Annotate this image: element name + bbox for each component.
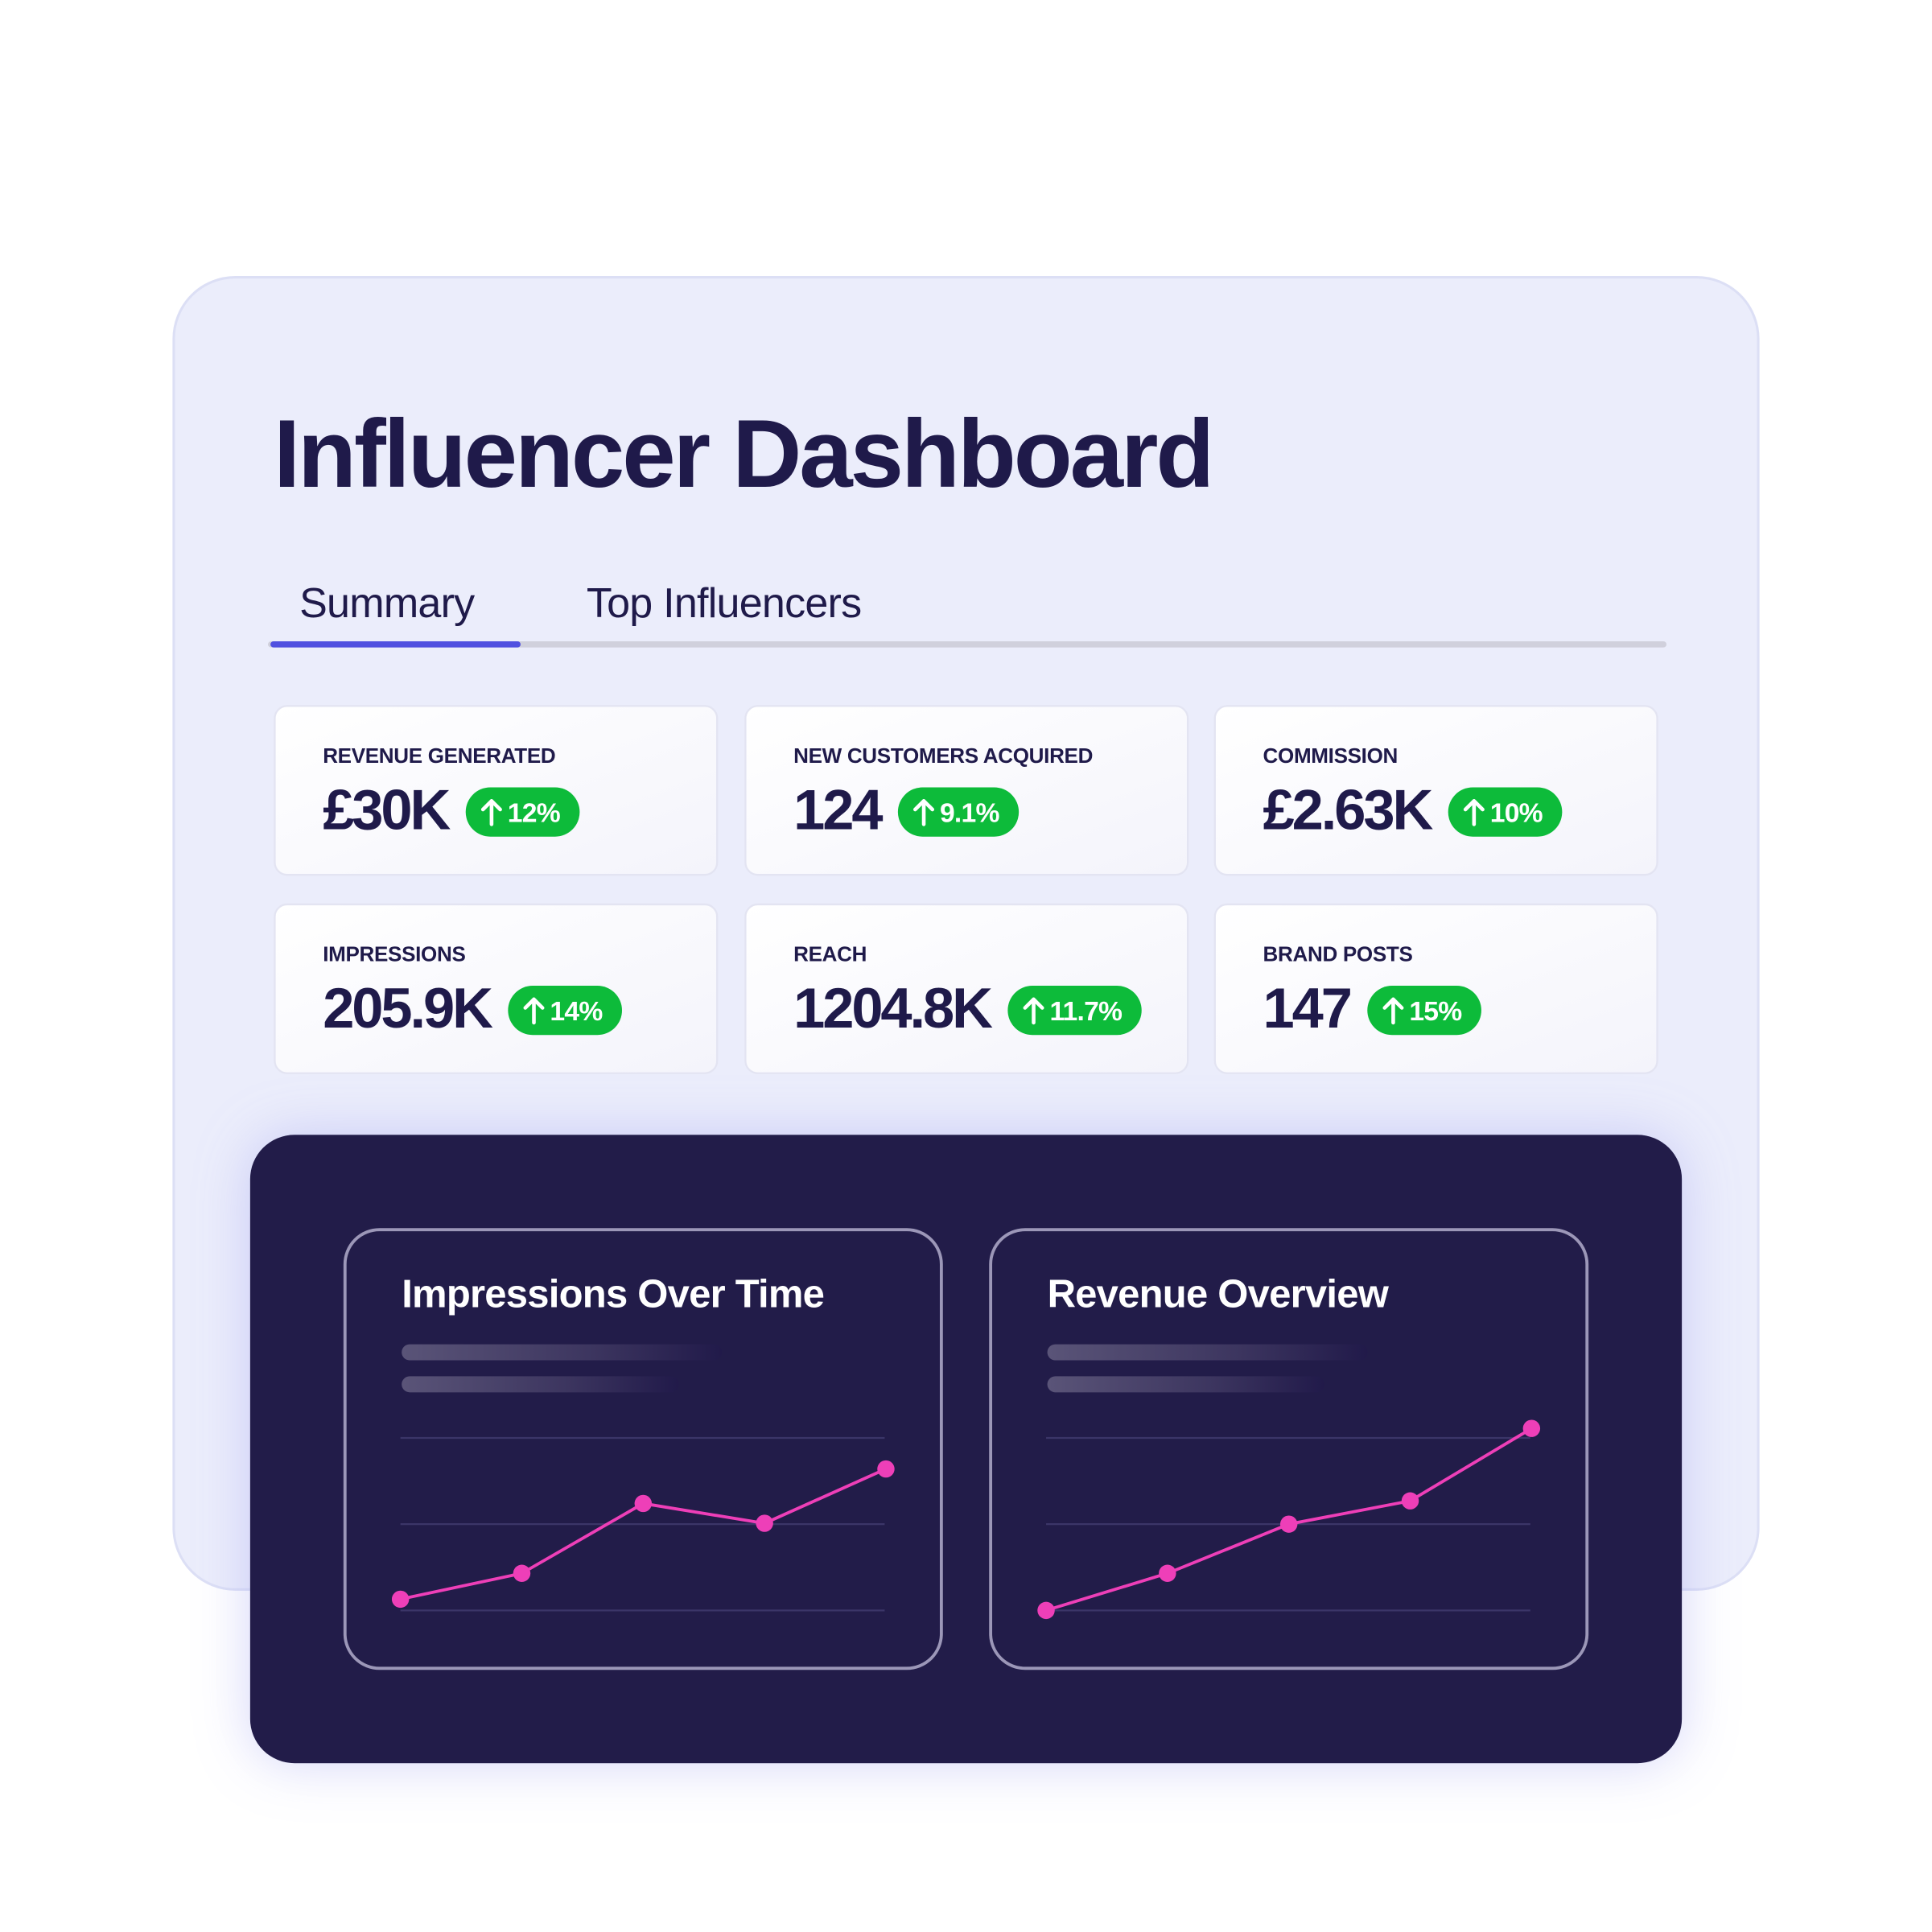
charts-panel [249, 1135, 1683, 1764]
chart-card: Impressions Over Time [343, 1228, 943, 1670]
up-arrow-icon [1023, 997, 1044, 1025]
badge-background [465, 787, 580, 837]
up-arrow-icon [1382, 997, 1404, 1025]
up-arrow-icon [480, 799, 502, 826]
metric-card: NEW CUSTOMERS ACQUIRED 124 9.1% [744, 705, 1189, 876]
card-value: 124 [793, 778, 883, 842]
change-badge: 15% [1367, 986, 1481, 1036]
badge-background [1367, 986, 1481, 1036]
metric-card: REACH 1204.8K 11.7% [744, 903, 1189, 1074]
skeleton-line [1047, 1344, 1368, 1361]
data-point [513, 1564, 531, 1582]
charts: Impressions Over Time Revenue Overview [343, 1228, 1589, 1670]
data-point [756, 1514, 773, 1532]
metric-card: REVENUE GENERATED £30K 12% [274, 705, 719, 876]
badge-background [1007, 986, 1142, 1036]
tab[interactable]: Top Influencers [587, 580, 862, 627]
card-value: 205.9K [323, 976, 493, 1040]
skeleton-line [402, 1376, 679, 1393]
chart-frame [343, 1228, 943, 1670]
skeleton-line [1047, 1376, 1325, 1393]
badge-text: 10% [1490, 798, 1543, 828]
badge-text: 11.7% [1049, 997, 1123, 1027]
data-point [1279, 1515, 1298, 1533]
data-point [1037, 1601, 1055, 1620]
up-arrow-icon [523, 997, 545, 1025]
change-badge: 11.7% [1007, 986, 1142, 1036]
badge-text: 9.1% [940, 798, 1000, 828]
badge-background [508, 986, 623, 1036]
metric-cards: REVENUE GENERATED £30K 12% NEW CUSTOMERS AC… [274, 705, 1658, 1074]
data-point [1522, 1419, 1541, 1437]
card-label: REACH [793, 941, 867, 966]
dashboard-title: Influencer Dashboard [274, 401, 1212, 508]
data-point [877, 1460, 895, 1478]
data-point [1401, 1492, 1419, 1510]
card-label: REVENUE GENERATED [323, 744, 555, 768]
skeleton-line [402, 1344, 723, 1361]
card-label: BRAND POSTS [1263, 941, 1413, 966]
change-badge: 14% [508, 986, 623, 1036]
chart-title: Impressions Over Time [402, 1273, 824, 1316]
change-badge: 10% [1448, 787, 1563, 837]
card-value: £30K [323, 778, 451, 842]
badge-background [1448, 787, 1563, 837]
metric-card: IMPRESSIONS 205.9K 14% [274, 903, 719, 1074]
card-value: 147 [1263, 976, 1351, 1040]
badge-text: 12% [508, 798, 561, 828]
data-point [391, 1590, 410, 1609]
change-badge: 12% [465, 787, 580, 837]
tab[interactable]: Summary [299, 580, 476, 627]
up-arrow-icon [913, 799, 935, 826]
card-label: NEW CUSTOMERS ACQUIRED [793, 744, 1093, 768]
badge-text: 14% [550, 997, 603, 1027]
card-label: IMPRESSIONS [323, 941, 465, 966]
change-badge: 9.1% [897, 787, 1020, 837]
metric-card: COMMISSION £2.63K 10% [1213, 705, 1658, 876]
badge-background [897, 787, 1020, 837]
data-point [634, 1494, 653, 1513]
chart-title: Revenue Overview [1048, 1273, 1390, 1316]
badge-text: 15% [1409, 997, 1462, 1027]
card-value: £2.63K [1263, 778, 1434, 842]
chart-frame [989, 1228, 1589, 1670]
data-point [1159, 1564, 1176, 1582]
metric-card: BRAND POSTS 147 15% [1213, 903, 1658, 1074]
chart-card: Revenue Overview [989, 1228, 1589, 1670]
card-value: 1204.8K [793, 976, 993, 1040]
up-arrow-icon [1463, 799, 1485, 826]
card-label: COMMISSION [1263, 744, 1398, 768]
